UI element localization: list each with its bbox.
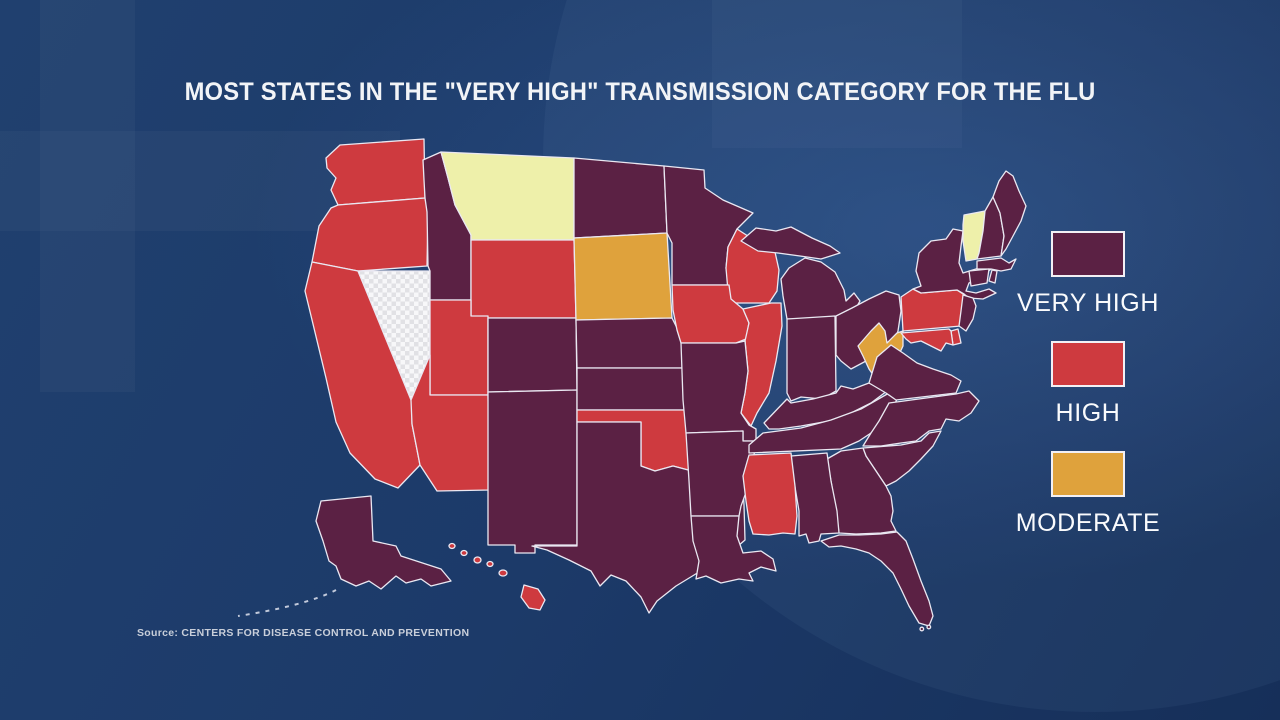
state-md <box>900 328 954 352</box>
legend-label-very-high: VERY HIGH <box>1016 289 1160 317</box>
state-va <box>868 344 962 401</box>
state-ne <box>575 317 692 369</box>
state-la <box>690 515 777 584</box>
legend-label-moderate: MODERATE <box>1015 509 1161 537</box>
state-ri <box>988 269 998 284</box>
legend-item-very-high: VERY HIGH <box>1017 231 1159 318</box>
state-tx <box>531 421 746 614</box>
state-mo <box>680 340 757 442</box>
state-me <box>992 170 1027 257</box>
state-wy <box>470 239 577 319</box>
state-ak <box>315 495 452 590</box>
state-ms <box>742 452 798 536</box>
legend-swatch-high <box>1051 341 1125 387</box>
state-nm <box>487 389 578 554</box>
state-sd <box>573 232 673 321</box>
state-hi <box>448 542 546 611</box>
aleutian-islands <box>237 589 337 617</box>
legend-item-moderate: MODERATE <box>1016 451 1161 538</box>
state-nc <box>862 390 980 447</box>
legend-label-high: HIGH <box>1055 399 1121 427</box>
state-ks <box>576 367 695 411</box>
state-wa <box>325 138 426 206</box>
legend: VERY HIGH HIGH MODERATE <box>1003 231 1173 561</box>
state-nd <box>573 157 668 239</box>
state-or <box>311 197 429 272</box>
state-al <box>790 452 840 544</box>
legend-item-high: HIGH <box>1051 341 1125 428</box>
state-co <box>487 317 578 393</box>
headline: MOST STATES IN THE "VERY HIGH" TRANSMISS… <box>184 78 1096 106</box>
state-mi <box>740 226 861 320</box>
legend-swatch-very-high <box>1051 231 1125 277</box>
state-nj <box>958 294 977 332</box>
state-in <box>786 315 837 402</box>
state-ma <box>976 257 1017 272</box>
state-fl <box>820 531 934 627</box>
source-credit: Source: CENTERS FOR DISEASE CONTROL AND … <box>137 627 470 639</box>
state-ct <box>968 268 990 287</box>
florida-keys <box>919 624 932 632</box>
legend-swatch-moderate <box>1051 451 1125 497</box>
